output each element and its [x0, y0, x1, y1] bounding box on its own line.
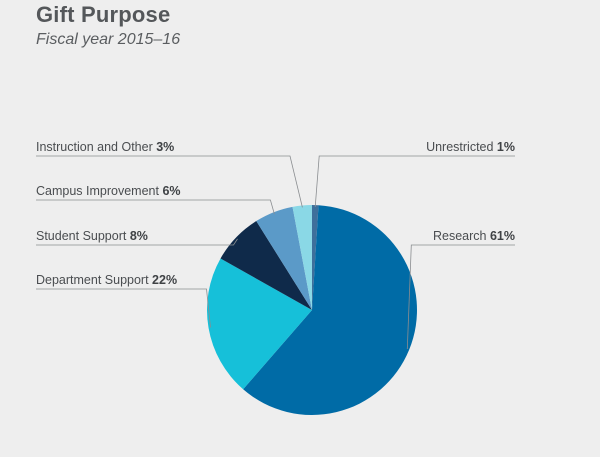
leader-line-campus-improvement — [36, 199, 275, 215]
label-department-support: Department Support 22% — [36, 273, 177, 287]
leader-line-research — [406, 244, 515, 350]
leader-line-unrestricted — [314, 155, 515, 208]
leader-line-instruction-and-other — [36, 155, 303, 208]
label-research: Research 61% — [433, 229, 515, 243]
chart-title: Gift Purpose — [36, 2, 171, 27]
label-student-support: Student Support 8% — [36, 229, 148, 243]
slice-campus-improvement — [256, 206, 312, 310]
leader-line-student-support — [36, 238, 238, 246]
leader-line-department-support — [36, 288, 211, 328]
slice-unrestricted — [312, 204, 319, 310]
slice-student-support — [220, 221, 312, 310]
label-unrestricted: Unrestricted 1% — [426, 140, 515, 154]
label-instruction-and-other: Instruction and Other 3% — [36, 140, 174, 154]
slice-research — [243, 205, 417, 415]
slice-instruction-and-other — [292, 205, 312, 310]
chart-subtitle: Fiscal year 2015–16 — [36, 31, 181, 48]
slice-department-support — [207, 258, 312, 390]
label-campus-improvement: Campus Improvement 6% — [36, 184, 181, 198]
